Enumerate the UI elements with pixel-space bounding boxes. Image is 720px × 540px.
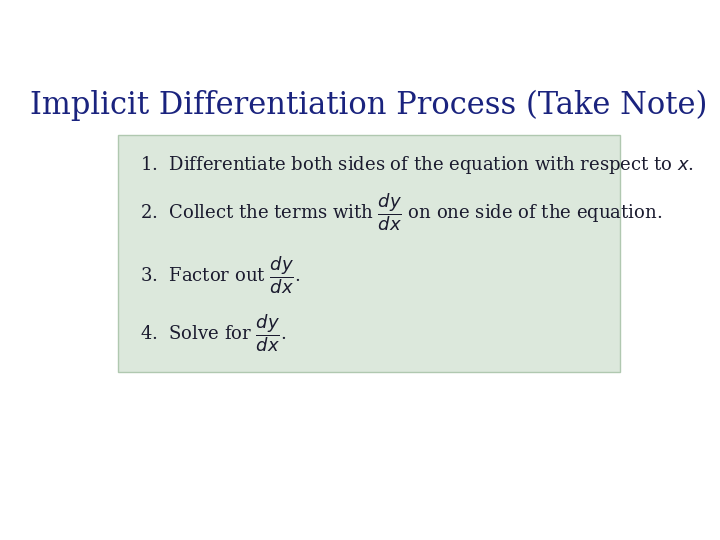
Text: PEARSON: PEARSON: [605, 506, 709, 525]
Text: ALWAYS LEARNING: ALWAYS LEARNING: [22, 511, 139, 521]
Text: 4.  Solve for $\dfrac{dy}{dx}$.: 4. Solve for $\dfrac{dy}{dx}$.: [140, 312, 287, 354]
Text: Copyright © 2016, 2012, and 2010 Pearson Education, Inc.: Copyright © 2016, 2012, and 2010 Pearson…: [148, 511, 456, 521]
Text: 12: 12: [695, 509, 711, 522]
Text: 3.  Factor out $\dfrac{dy}{dx}$.: 3. Factor out $\dfrac{dy}{dx}$.: [140, 254, 300, 295]
Text: Implicit Differentiation Process (Take Note): Implicit Differentiation Process (Take N…: [30, 90, 708, 121]
FancyBboxPatch shape: [118, 136, 620, 373]
Text: 2.  Collect the terms with $\dfrac{dy}{dx}$ on one side of the equation.: 2. Collect the terms with $\dfrac{dy}{dx…: [140, 192, 662, 233]
Text: 1.  Differentiate both sides of the equation with respect to $x$.: 1. Differentiate both sides of the equat…: [140, 153, 694, 176]
